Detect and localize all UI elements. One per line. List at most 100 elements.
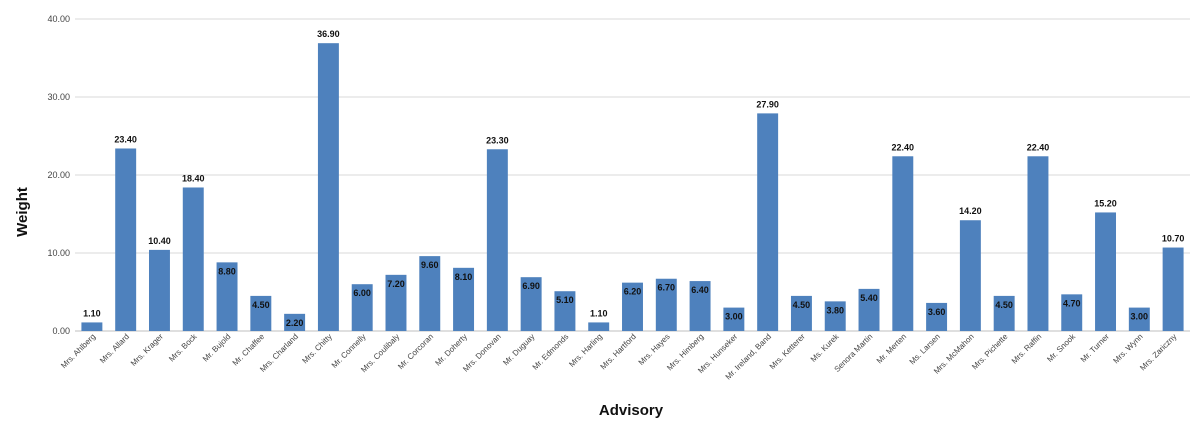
bar bbox=[486, 149, 508, 331]
data-label: 6.70 bbox=[658, 283, 676, 293]
y-axis-title: Weight bbox=[14, 187, 31, 237]
bar bbox=[1061, 294, 1083, 331]
data-label: 9.60 bbox=[421, 260, 439, 270]
data-label: 4.70 bbox=[1063, 298, 1081, 308]
data-labels: 1.10 23.40 10.40 18.40 8.80 4.50 2.20 36.90 6.00… bbox=[83, 29, 1184, 328]
bar bbox=[790, 295, 812, 331]
bar bbox=[148, 249, 170, 331]
data-label: 23.30 bbox=[486, 135, 509, 145]
x-tick-label: Mr. Doherty bbox=[433, 332, 469, 368]
bar bbox=[588, 322, 610, 331]
bar bbox=[385, 274, 407, 331]
data-label: 2.20 bbox=[286, 318, 304, 328]
bar bbox=[655, 278, 677, 331]
data-label: 6.40 bbox=[691, 285, 709, 295]
y-axis-ticks: 0.00 10.00 20.00 30.00 40.00 bbox=[47, 14, 70, 336]
bar bbox=[182, 187, 204, 331]
bar bbox=[1095, 212, 1117, 331]
y-tick-label: 20.00 bbox=[47, 170, 70, 180]
x-tick-label: Mrs. Ahlberg bbox=[59, 332, 97, 370]
data-label: 7.20 bbox=[387, 279, 405, 289]
data-label: 15.20 bbox=[1094, 198, 1117, 208]
x-tick-label: Mrs. Chitty bbox=[300, 332, 333, 365]
bar bbox=[216, 262, 238, 331]
data-label: 6.20 bbox=[624, 287, 642, 297]
x-axis-title: Advisory bbox=[599, 402, 664, 419]
x-tick-label: Mr. Bujold bbox=[201, 332, 233, 364]
data-label: 3.00 bbox=[1131, 312, 1149, 322]
x-tick-label: Ms. Larsen bbox=[908, 332, 942, 366]
bar bbox=[757, 113, 779, 331]
bar bbox=[858, 288, 880, 331]
bar bbox=[622, 282, 643, 331]
x-tick-label: Mr. Corcoran bbox=[396, 332, 435, 371]
data-label: 1.10 bbox=[83, 308, 101, 318]
data-label: 8.10 bbox=[455, 272, 473, 282]
data-label: 5.10 bbox=[556, 295, 574, 305]
x-tick-label: Mrs. Raffin bbox=[1010, 332, 1044, 366]
bar bbox=[993, 295, 1015, 331]
data-label: 10.40 bbox=[148, 236, 171, 246]
x-tick-label: Mrs. Allard bbox=[98, 332, 131, 365]
data-label: 36.90 bbox=[317, 29, 340, 39]
x-tick-label: Mrs. Hartford bbox=[599, 332, 638, 371]
bar bbox=[284, 313, 306, 331]
bar bbox=[250, 295, 272, 331]
bar bbox=[115, 148, 137, 331]
bar bbox=[554, 291, 576, 331]
x-tick-label: Mr. Edmonds bbox=[531, 332, 571, 372]
x-tick-label: Mr. Snook bbox=[1045, 331, 1078, 364]
bar bbox=[723, 307, 745, 331]
x-tick-label: Mr. Duguay bbox=[501, 332, 536, 367]
bar bbox=[1162, 247, 1184, 331]
data-label: 3.60 bbox=[928, 307, 946, 317]
bar bbox=[520, 277, 542, 331]
data-label: 4.50 bbox=[995, 300, 1013, 310]
y-tick-label: 0.00 bbox=[52, 326, 70, 336]
data-label: 10.70 bbox=[1162, 234, 1185, 244]
data-label: 4.50 bbox=[252, 300, 270, 310]
bar bbox=[419, 256, 441, 331]
data-label: 8.80 bbox=[218, 266, 236, 276]
y-tick-label: 30.00 bbox=[47, 92, 70, 102]
x-tick-label: Mr. Merten bbox=[875, 332, 908, 365]
data-label: 14.20 bbox=[959, 206, 982, 216]
data-label: 22.40 bbox=[1027, 142, 1050, 152]
data-label: 6.90 bbox=[522, 281, 540, 291]
bar bbox=[453, 267, 475, 331]
y-tick-label: 40.00 bbox=[47, 14, 70, 24]
x-tick-label: Mrs. Hayes bbox=[637, 332, 672, 367]
x-tick-label: Mrs. Krager bbox=[129, 332, 165, 368]
data-label: 3.00 bbox=[725, 312, 743, 322]
data-label: 18.40 bbox=[182, 173, 205, 183]
data-label: 1.10 bbox=[590, 308, 608, 318]
bar bbox=[81, 322, 103, 331]
x-tick-label: Mrs. Harling bbox=[567, 332, 604, 369]
bar bbox=[959, 220, 981, 331]
data-label: 5.40 bbox=[860, 293, 878, 303]
data-label: 4.50 bbox=[793, 300, 811, 310]
x-tick-label: Mrs. Wynn bbox=[1111, 332, 1144, 365]
data-label: 6.00 bbox=[353, 288, 371, 298]
x-tick-label: Ms. Kurek bbox=[809, 331, 842, 364]
data-label: 3.80 bbox=[826, 305, 844, 315]
x-tick-label: Mr. Chaffee bbox=[231, 332, 267, 368]
bar bbox=[824, 301, 846, 331]
data-label: 22.40 bbox=[892, 142, 915, 152]
bar bbox=[317, 43, 339, 332]
data-label: 23.40 bbox=[114, 134, 137, 144]
x-tick-label: Mrs. Bock bbox=[167, 331, 199, 363]
bar bbox=[1128, 307, 1150, 331]
data-label: 27.90 bbox=[756, 99, 779, 109]
bar bbox=[926, 302, 948, 331]
bar bbox=[689, 281, 711, 331]
bar bbox=[1027, 156, 1049, 331]
y-tick-label: 10.00 bbox=[47, 248, 70, 258]
bar bbox=[351, 284, 373, 331]
bar bbox=[892, 156, 914, 331]
bars bbox=[81, 43, 1184, 332]
x-tick-label: Mr. Turner bbox=[1079, 332, 1111, 364]
x-tick-label: Mrs. Ketterer bbox=[768, 332, 807, 371]
